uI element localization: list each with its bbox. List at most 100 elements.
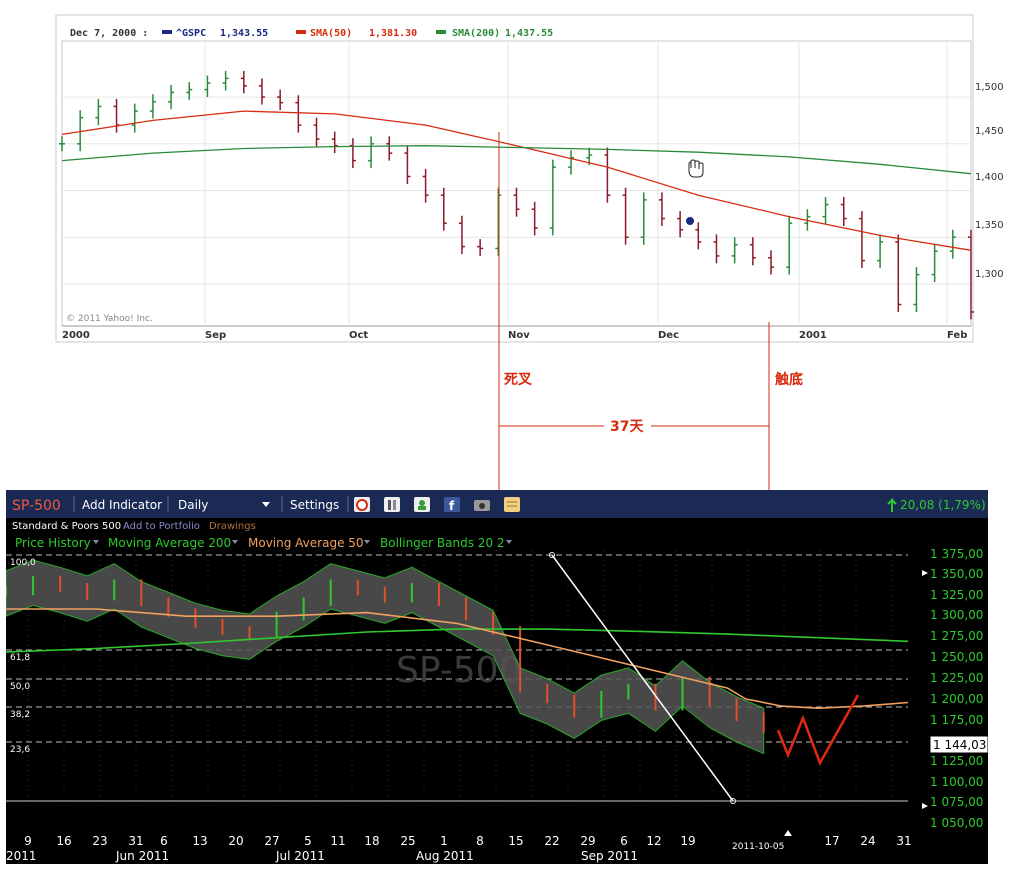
x-day-label: 22 <box>544 834 559 848</box>
x-day-label: 1 <box>440 834 448 848</box>
sp500-dark-chart: SP-500 Add Indicator Daily Settings f 20… <box>6 490 988 864</box>
x-day-label: 15 <box>508 834 523 848</box>
x-day-label: 23 <box>92 834 107 848</box>
legend-sma50-value: 1,381.30 <box>369 28 417 39</box>
days-label: 37天 <box>610 419 644 435</box>
x-tick-label: 2000 <box>62 330 90 341</box>
legend-dropdown-icon[interactable] <box>93 540 99 544</box>
cursor-date-label: 2011-10-05 <box>732 842 784 852</box>
legend-swatch-sma50 <box>296 30 306 34</box>
x-tick-label: Nov <box>508 330 530 341</box>
x-tick-label: Dec <box>658 330 679 341</box>
legend-ma50[interactable]: Moving Average 50 <box>248 536 364 550</box>
y-tick-label: 1 225,00 <box>930 671 983 685</box>
up-arrow-icon <box>887 497 897 512</box>
camera-icon[interactable] <box>474 500 490 511</box>
x-day-label: 8 <box>476 834 484 848</box>
series-line-sma-200- <box>61 145 972 175</box>
hand-cursor-icon <box>688 159 704 178</box>
x-day-label: 6 <box>620 834 628 848</box>
svg-text:f: f <box>449 499 455 513</box>
top-series-group <box>59 41 974 326</box>
legend-dropdown-icon[interactable] <box>364 540 370 544</box>
legend-swatch-gspc <box>162 30 172 34</box>
add-indicator-button[interactable]: Add Indicator <box>82 498 162 512</box>
y-scroll-marker-icon <box>922 570 928 576</box>
y-tick-label: 1 075,00 <box>930 795 983 809</box>
x-tick-label: Feb <box>947 330 967 341</box>
legend-sma50-name: SMA(50) <box>310 28 352 39</box>
x-month-label: Jun 2011 <box>115 849 169 863</box>
y-tick-label: 1 325,00 <box>930 588 983 602</box>
copyright-text: © 2011 Yahoo! Inc. <box>66 314 153 324</box>
fib-label: 100,0 <box>10 558 36 568</box>
legend-ma200[interactable]: Moving Average 200 <box>108 536 231 550</box>
y-tick-label: 1,350 <box>975 220 1004 231</box>
y-scroll-marker-icon <box>922 803 928 809</box>
people-icon[interactable] <box>414 497 430 512</box>
x-day-label: 5 <box>304 834 312 848</box>
trend-line <box>551 554 734 802</box>
legend-date: Dec 7, 2000 : <box>70 28 148 39</box>
top-x-axis: 2000 Sep Oct Nov Dec 2001 Feb <box>62 330 967 341</box>
x-month-label: Jul 2011 <box>275 849 325 863</box>
x-month-label: Aug 2011 <box>416 849 474 863</box>
cursor-marker-icon <box>784 830 792 836</box>
yahoo-gspc-chart: Dec 7, 2000 : ^GSPC 1,343.55 SMA(50) 1,3… <box>55 14 1004 343</box>
books-icon[interactable] <box>384 497 400 512</box>
w-projection-line <box>776 694 860 766</box>
indicator-legend: Price History Moving Average 200 Moving … <box>15 536 512 550</box>
data-point-marker <box>686 217 694 225</box>
y-tick-label: 1,450 <box>975 126 1004 137</box>
last-price-label: 1 144,03 <box>933 738 986 752</box>
toolbar <box>6 490 988 518</box>
x-tick-label: Sep <box>205 330 226 341</box>
trend-line-handle[interactable] <box>549 552 555 558</box>
legend-price-history[interactable]: Price History <box>15 536 91 550</box>
x-day-label: 19 <box>680 834 695 848</box>
x-day-label: 31 <box>128 834 143 848</box>
top-y-axis: 1,500 1,450 1,400 1,350 1,300 <box>975 82 1004 280</box>
x-day-label: 27 <box>264 834 279 848</box>
legend-dropdown-icon[interactable] <box>232 540 238 544</box>
interval-select[interactable]: Daily <box>178 498 208 512</box>
legend-dropdown-icon[interactable] <box>506 540 512 544</box>
x-day-label: 29 <box>580 834 595 848</box>
x-day-label: 6 <box>160 834 168 848</box>
last-price-box <box>929 735 988 754</box>
facebook-icon[interactable]: f <box>444 497 460 513</box>
x-month-label: Sep 2011 <box>581 849 638 863</box>
x-day-label: 18 <box>364 834 379 848</box>
interval-dropdown-chevron-icon[interactable] <box>262 502 270 507</box>
subtitle: Standard & Poors 500 <box>12 521 121 532</box>
legend-bollinger[interactable]: Bollinger Bands 20 2 <box>380 536 505 550</box>
y-tick-label: 1 200,00 <box>930 692 983 706</box>
alarm-clock-icon[interactable] <box>354 497 370 512</box>
x-day-label: 25 <box>400 834 415 848</box>
legend-swatch-sma200 <box>436 30 446 34</box>
x-day-label: 16 <box>56 834 71 848</box>
legend-gspc-name: ^GSPC <box>176 28 206 39</box>
fib-label: 38,2 <box>10 710 30 720</box>
y-tick-label: 1 275,00 <box>930 629 983 643</box>
settings-button[interactable]: Settings <box>290 498 339 512</box>
fib-label: 61,8 <box>10 653 30 663</box>
fib-label: 23,6 <box>10 745 30 755</box>
note-icon[interactable] <box>504 497 520 512</box>
series-line-moving-average-50 <box>6 608 909 710</box>
x-day-label: 13 <box>192 834 207 848</box>
y-tick-label: 1,400 <box>975 172 1004 183</box>
x-day-label: 9 <box>24 834 32 848</box>
y-tick-label: 1 350,00 <box>930 567 983 581</box>
y-tick-label: 1 100,00 <box>930 775 983 789</box>
series-line-moving-average-200 <box>6 628 909 653</box>
bottom-series-group <box>6 552 909 804</box>
add-to-portfolio-link[interactable]: Add to Portfolio <box>123 521 200 532</box>
y-tick-label: 1 175,00 <box>930 713 983 727</box>
y-tick-label: 1,300 <box>975 269 1004 280</box>
x-month-label: 2011 <box>6 849 37 863</box>
drawings-link[interactable]: Drawings <box>209 521 256 532</box>
price-change-label: 20,08 (1,79%) <box>900 498 986 512</box>
y-tick-label: 1 050,00 <box>930 816 983 830</box>
bottom-chart-bg <box>6 490 988 864</box>
